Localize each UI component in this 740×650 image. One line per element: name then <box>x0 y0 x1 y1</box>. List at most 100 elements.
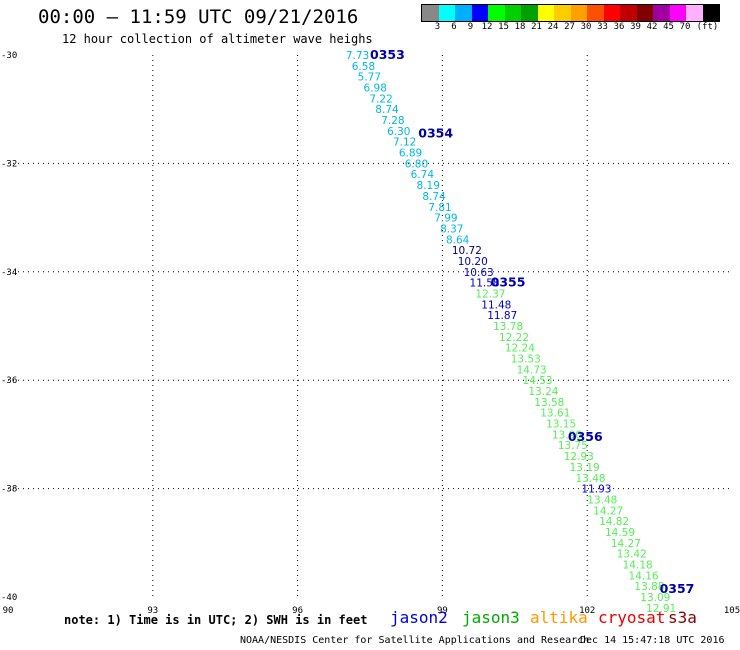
grid-lines <box>8 55 732 597</box>
satellite-cryosat: cryosat <box>598 608 666 627</box>
swh-value: 10.20 <box>458 256 488 268</box>
swh-value: 6.30 <box>387 126 410 138</box>
orbit-label: 0353 <box>370 47 405 62</box>
swh-value: 12.93 <box>564 451 594 463</box>
color-scale-label: 39 <box>630 22 641 32</box>
swh-value: 7.28 <box>381 115 404 127</box>
color-scale-label: 42 <box>646 22 658 32</box>
color-swatch <box>438 5 455 21</box>
satellite-jason3: jason3 <box>462 608 520 627</box>
orbit-label: 0354 <box>418 126 453 141</box>
color-scale-label: 18 <box>514 22 526 32</box>
satellite-altika: altika <box>530 608 588 627</box>
swh-value: 13.78 <box>493 321 523 333</box>
swh-value: 7.73 <box>346 50 369 62</box>
color-scale-label: 6 <box>451 22 457 32</box>
swh-value: 13.58 <box>534 397 564 409</box>
swh-track: 7.736.585.776.987.228.747.286.307.126.89… <box>346 50 676 615</box>
color-swatch <box>570 5 587 21</box>
satellite-jason2: jason2 <box>390 608 448 627</box>
map-subtitle: 12 hour collection of altimeter wave hei… <box>62 32 373 46</box>
swh-value: 13.15 <box>546 419 576 431</box>
color-swatch <box>636 5 653 21</box>
swh-value: 14.27 <box>611 538 641 550</box>
color-scale-label: 3 <box>434 22 441 32</box>
color-swatch <box>504 5 521 21</box>
color-swatch <box>686 5 703 21</box>
swh-value: 7.81 <box>428 202 451 214</box>
swh-value: 7.22 <box>369 93 392 105</box>
color-scale-label: 15 <box>498 22 509 32</box>
swh-value: 14.59 <box>605 527 635 539</box>
color-scale-labels: 3 6 9 12 15 18 21 24 27 30 33 36 39 42 45 70 (ft) <box>421 22 740 34</box>
color-swatch <box>422 5 439 21</box>
footer-credit: NOAA/NESDIS Center for Satellite Applica… <box>240 635 590 646</box>
x-tick-label: 102 <box>579 606 595 616</box>
orbit-label: 0357 <box>660 581 695 596</box>
y-tick-label: -34 <box>1 268 17 278</box>
swh-value: 7.12 <box>393 137 416 149</box>
swh-value: 8.74 <box>375 104 399 116</box>
swh-value: 11.48 <box>481 299 511 311</box>
color-swatch <box>653 5 670 21</box>
swh-value: 13.53 <box>511 354 541 366</box>
y-tick-label: -38 <box>1 485 17 495</box>
swh-value: 13.61 <box>540 408 570 420</box>
swh-value: 12.37 <box>475 288 505 300</box>
swh-value: 13.75 <box>558 440 588 452</box>
x-tick-label: 105 <box>724 606 740 616</box>
color-scale-label: 12 <box>481 22 493 32</box>
swh-value: 13.24 <box>528 386 558 398</box>
color-swatch <box>620 5 637 21</box>
swh-value: 13.19 <box>570 462 600 474</box>
swh-value: 8.64 <box>446 234 470 246</box>
swh-value: 14.82 <box>599 516 629 528</box>
color-swatch <box>455 5 472 21</box>
color-scale-label: (ft) <box>696 22 719 32</box>
x-tick-label: 99 <box>437 606 448 616</box>
y-tick-label: -30 <box>1 51 17 61</box>
swh-value: 12.91 <box>646 603 676 615</box>
color-scale-label: 27 <box>564 22 575 32</box>
swh-value: 13.48 <box>576 473 606 485</box>
swh-value: 13.90 <box>552 429 582 441</box>
swh-value: 6.80 <box>405 158 428 170</box>
color-swatch <box>488 5 505 21</box>
orbit-label: 0356 <box>568 429 603 444</box>
swh-value: 11.87 <box>487 310 517 322</box>
swh-value: 14.73 <box>517 364 547 376</box>
y-tick-label: -32 <box>1 159 17 169</box>
swh-value: 6.89 <box>399 148 422 160</box>
swh-value: 8.37 <box>440 223 463 235</box>
color-swatch <box>587 5 604 21</box>
swh-value: 14.18 <box>623 559 653 571</box>
color-swatch <box>537 5 554 21</box>
note-text: note: 1) Time is in UTC; 2) SWH is in fe… <box>64 613 368 627</box>
color-scale-label: 30 <box>580 22 592 32</box>
color-scale-label: 45 <box>663 22 674 32</box>
color-swatch <box>603 5 620 21</box>
swh-value: 5.77 <box>358 72 381 84</box>
color-swatch <box>554 5 571 21</box>
y-tick-label: -36 <box>1 376 17 386</box>
y-tick-label: -40 <box>1 593 17 603</box>
color-swatch <box>702 5 719 21</box>
x-tick-label: 90 <box>3 606 14 616</box>
swh-value: 6.98 <box>364 83 387 95</box>
color-scale-label: 21 <box>531 22 542 32</box>
swh-value: 14.16 <box>629 570 659 582</box>
swh-value: 14.53 <box>523 375 553 387</box>
x-tick-label: 96 <box>292 606 303 616</box>
swh-value: 12.24 <box>505 343 535 355</box>
swh-value: 8.74 <box>422 191 446 203</box>
swh-value: 11.58 <box>470 278 500 290</box>
x-tick-label: 93 <box>147 606 158 616</box>
orbit-labels: 0353 0354 0355 0356 0357 <box>370 47 694 596</box>
swh-value: 6.74 <box>411 169 435 181</box>
color-swatch <box>471 5 488 21</box>
swh-value: 11.93 <box>581 484 611 496</box>
swh-value: 8.19 <box>417 180 440 192</box>
swh-value: 7.99 <box>434 213 457 225</box>
color-swatch <box>521 5 538 21</box>
